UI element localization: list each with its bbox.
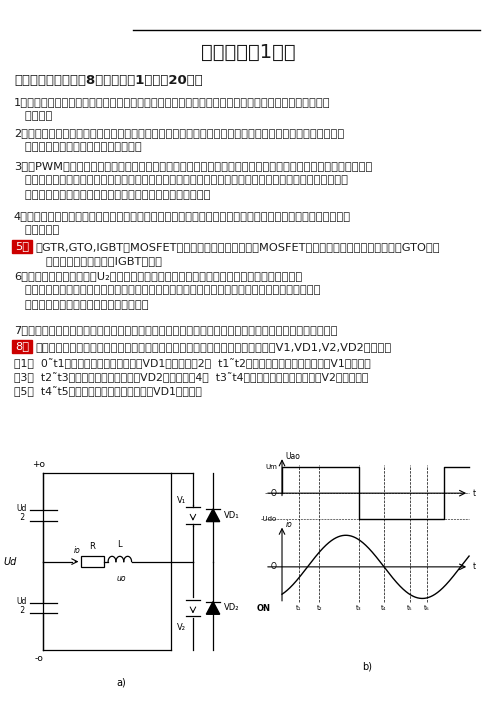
Text: 应用最为广泛的是＿＿IGBT＿＿。: 应用最为广泛的是＿＿IGBT＿＿。 [35,256,162,267]
Text: 于前者。: 于前者。 [14,112,53,121]
Text: L: L [118,540,122,549]
Bar [12,340,32,353]
Text: b): b) [362,661,372,672]
Text: 4、面积等效原理指的是，＿＿冲量＿＿＿相等而＿＿形状＿＿不同的窄脆冲加在具有惯性的环节上时，其效果: 4、面积等效原理指的是，＿＿冲量＿＿＿相等而＿＿形状＿＿不同的窄脆冲加在具有惯性… [14,211,351,221]
Text: 基本相同。: 基本相同。 [14,225,59,235]
Text: t: t [473,489,476,498]
Text: Ud: Ud [3,557,16,567]
Text: O: O [271,562,277,571]
Text: 8、: 8、 [15,341,29,352]
Polygon shape [206,509,220,522]
Text: uo: uo [117,574,126,583]
Text: t₄: t₄ [381,604,387,611]
Text: t₃: t₃ [356,604,361,611]
Text: 一、填空题（本题共8小题，每空1分，共20分）: 一、填空题（本题共8小题，每空1分，共20分） [14,74,203,86]
Text: 定的调制方式处为＿＿＿＿＿＿分段异步＿＿＿＿＿＿调制。: 定的调制方式处为＿＿＿＿＿＿分段异步＿＿＿＿＿＿调制。 [14,190,210,200]
Text: +o: +o [32,460,46,469]
Text: 3、在PWM控制电路中，载波频率与调制信号频率之比称为＿＿＿＿＿＿＿＿＿＿，当它为常数时的调制方式称为: 3、在PWM控制电路中，载波频率与调制信号频率之比称为＿＿＿＿＿＿＿＿＿＿，当它… [14,161,372,171]
Text: Uao: Uao [285,452,300,461]
Text: VD₁: VD₁ [224,511,240,519]
Text: 2、为减少自身损耗，提高效率，电力电子器件一般都工作在＿＿＿＿＿＿状态。当器件的工作频率极高时，: 2、为减少自身损耗，提高效率，电力电子器件一般都工作在＿＿＿＿＿＿状态。当器件的… [14,128,344,138]
Text: （5）  t4˜t5时间段，电流的通路为＿＿＿VD1＿＿＿；: （5） t4˜t5时间段，电流的通路为＿＿＿VD1＿＿＿； [14,386,202,397]
Text: -Udo: -Udo [261,517,277,522]
Text: io: io [285,520,292,529]
Text: 5、: 5、 [15,241,29,251]
Text: （3）  t2˜t3时间段，电流的通路为＿VD2＿＿＿；（4）  t3˜t4时间段，电流的通路为＿＿V2＿＿＿＿；: （3） t2˜t3时间段，电流的通路为＿VD2＿＿＿；（4） t3˜t4时间段，… [14,372,369,383]
Text: V₁: V₁ [177,496,186,505]
Text: 7、逆变电路的负载如果接到电源，则称为＿＿＿＿＿＿逆变，如果接到负载，则称为＿＿＿＿＿＿逆变。: 7、逆变电路的负载如果接到电源，则称为＿＿＿＿＿＿逆变，如果接到负载，则称为＿＿… [14,325,337,335]
Text: -o: -o [35,654,43,663]
Text: 反向电压为电源线电压的峰値，即＿＿＿＿＿＿＿＿＿＿＿＿＿＿＿＿＿，其承受的最大正向电压: 反向电压为电源线电压的峰値，即＿＿＿＿＿＿＿＿＿＿＿＿＿＿＿＿＿，其承受的最大正… [14,286,320,296]
Text: ON: ON [256,604,270,613]
Text: ＿＿＿＿＿＿调制。在逆变电路的输出频率围划分成若干频段，每个频段载波频率与调制信号频率之比为给: ＿＿＿＿＿＿调制。在逆变电路的输出频率围划分成若干频段，每个频段载波频率与调制信… [14,176,348,185]
Text: Um: Um [265,464,277,470]
Text: R: R [90,542,95,551]
Text: t₅: t₅ [407,604,412,611]
Text: t₆: t₆ [424,604,430,611]
Text: a): a) [117,677,126,687]
Text: 在GTR,GTO,IGBT与MOSFET中，开关速度最快的是＿＿MOSFET＿，单管输出功率最大的是＿＿GTO＿，: 在GTR,GTO,IGBT与MOSFET中，开关速度最快的是＿＿MOSFET＿，… [35,242,439,252]
Text: Ud: Ud [16,597,26,606]
Text: Ud: Ud [16,505,26,513]
Text: ＿＿＿＿＿＿损耗合成为主要的损耗。: ＿＿＿＿＿＿损耗合成为主要的损耗。 [14,143,142,152]
Text: io: io [73,546,80,555]
Text: O: O [271,489,277,498]
Text: 2: 2 [17,513,25,522]
Bar [12,240,32,253]
Bar [81,556,104,567]
Text: t: t [473,562,476,571]
Text: 考试试卷（1）卷: 考试试卷（1）卷 [201,43,295,62]
Text: VD₂: VD₂ [224,604,240,612]
Text: t₁: t₁ [296,604,302,611]
Polygon shape [206,602,220,614]
Text: V₂: V₂ [177,623,186,632]
Text: 1、电子技术包括＿＿＿＿＿＿和电力电子技术两大分支，通常所说的模拟电子技术和数字电子技术就属: 1、电子技术包括＿＿＿＿＿＿和电力电子技术两大分支，通常所说的模拟电子技术和数字… [14,97,331,107]
Text: （1）  0˜t1时间段，电流的通路为＿＿VD1＿＿＿；（2）  t1˜t2时间段，电流的通路为＿＿＿V1＿＿＿；: （1） 0˜t1时间段，电流的通路为＿＿VD1＿＿＿；（2） t1˜t2时间段，… [14,358,371,369]
Text: 6、设三相电源的相电压为U₂，三相半波可控整流电路接电阵负载时，晶阀管可能承受的最大: 6、设三相电源的相电压为U₂，三相半波可控整流电路接电阵负载时，晶阀管可能承受的… [14,271,302,281]
Text: t₂: t₂ [316,604,322,611]
Text: 如下图，指出单相半桥电压型逆变电路工作过程中各时间段电流流经的通路（用V1,VD1,V2,VD2表示）。: 如下图，指出单相半桥电压型逆变电路工作过程中各时间段电流流经的通路（用V1,VD… [35,342,391,352]
Text: 为＿＿＿＿＿＿＿＿＿＿＿＿＿＿＿＿。: 为＿＿＿＿＿＿＿＿＿＿＿＿＿＿＿＿。 [14,300,149,310]
Text: 2: 2 [17,606,25,614]
